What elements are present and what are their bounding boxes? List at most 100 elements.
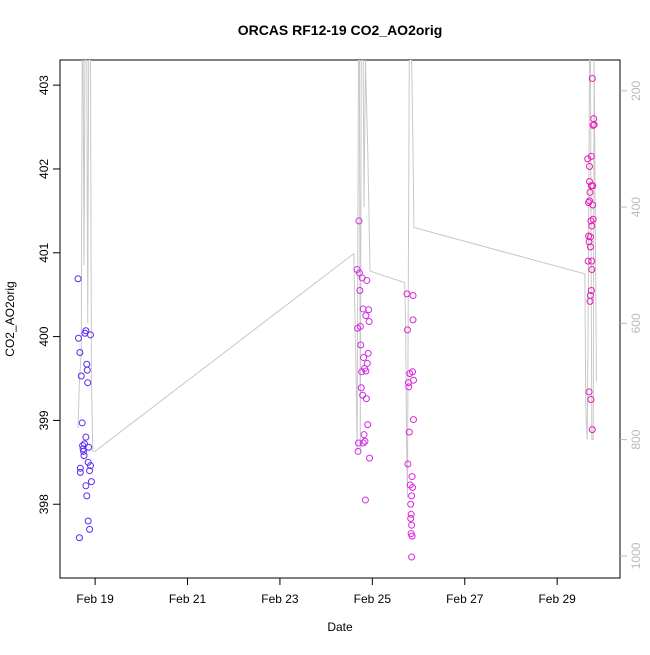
data-point	[356, 287, 364, 295]
chart-title: ORCAS RF12-19 CO2_AO2orig	[238, 22, 443, 38]
data-point	[363, 359, 371, 367]
data-point	[78, 419, 86, 427]
data-point	[86, 331, 94, 339]
y2-tick-label: 400	[629, 197, 643, 217]
data-point	[79, 445, 87, 453]
y-tick-label: 398	[37, 494, 51, 514]
plot-frame	[59, 59, 621, 579]
x-tick-label: Feb 19	[76, 592, 114, 606]
data-point	[405, 428, 413, 436]
pressure-line	[77, 60, 597, 498]
data-point	[366, 454, 374, 462]
data-point	[586, 162, 594, 170]
data-point	[76, 468, 84, 476]
data-point	[364, 421, 372, 429]
data-point	[588, 74, 596, 82]
data-point	[80, 440, 88, 448]
data-point	[77, 372, 85, 380]
data-point	[74, 334, 82, 342]
data-point	[76, 349, 84, 357]
data-point	[80, 452, 88, 460]
data-point	[586, 292, 594, 300]
data-point	[588, 222, 596, 230]
y2-tick-label: 600	[629, 313, 643, 333]
data-point	[409, 416, 417, 424]
data-point	[361, 437, 369, 445]
data-point	[357, 384, 365, 392]
plot-area	[74, 60, 598, 561]
data-point	[365, 306, 373, 314]
y-tick-label: 401	[37, 242, 51, 262]
data-point	[86, 462, 94, 470]
data-point	[587, 287, 595, 295]
data-point	[409, 292, 417, 300]
data-point	[83, 366, 91, 374]
data-point	[585, 238, 593, 246]
y-axis-title: CO2_AO2orig	[3, 281, 17, 356]
data-point	[404, 460, 412, 468]
data-point	[354, 439, 362, 447]
data-point	[588, 257, 596, 265]
data-point	[364, 349, 372, 357]
data-point	[586, 188, 594, 196]
data-point	[83, 492, 91, 500]
data-point	[408, 532, 416, 540]
y-tick-label: 403	[37, 75, 51, 95]
data-point	[407, 510, 415, 518]
data-point	[84, 517, 92, 525]
data-point	[407, 514, 415, 522]
data-point	[586, 233, 594, 241]
data-point	[74, 275, 82, 283]
data-point	[360, 354, 368, 362]
data-point	[408, 492, 416, 500]
data-point	[587, 152, 595, 160]
data-point	[87, 478, 95, 486]
y2-tick-label: 200	[629, 80, 643, 100]
x-tick-label: Feb 23	[261, 592, 299, 606]
data-point	[405, 383, 413, 391]
data-point	[83, 360, 91, 368]
data-point	[86, 525, 94, 533]
data-point	[585, 388, 593, 396]
data-point	[408, 521, 416, 529]
y2-tick-label: 1000	[629, 542, 643, 569]
data-point	[80, 447, 88, 455]
data-point	[589, 182, 597, 190]
x-tick-label: Feb 29	[538, 592, 576, 606]
data-point	[588, 426, 596, 434]
data-point	[363, 276, 371, 284]
data-point	[403, 326, 411, 334]
data-point	[362, 367, 370, 375]
data-point	[362, 395, 370, 403]
data-point	[86, 467, 94, 475]
y-tick-label: 399	[37, 410, 51, 430]
data-point	[365, 318, 373, 326]
data-point	[588, 266, 596, 274]
data-point	[361, 496, 369, 504]
data-point	[590, 121, 598, 129]
data-point	[584, 257, 592, 265]
data-point	[408, 473, 416, 481]
y-tick-label: 402	[37, 159, 51, 179]
data-point	[407, 500, 415, 508]
data-point	[82, 482, 90, 490]
x-tick-label: Feb 21	[169, 592, 207, 606]
data-point	[589, 121, 597, 129]
data-point	[84, 379, 92, 387]
data-point	[76, 464, 84, 472]
data-point	[409, 483, 417, 491]
data-point	[587, 395, 595, 403]
data-point	[355, 217, 363, 225]
data-point	[589, 215, 597, 223]
data-point	[357, 341, 365, 349]
x-tick-label: Feb 25	[354, 592, 392, 606]
data-point	[359, 439, 367, 447]
data-point	[75, 534, 83, 542]
data-point	[356, 323, 364, 331]
data-point	[409, 368, 417, 376]
data-point	[82, 327, 90, 335]
y2-tick-label: 800	[629, 429, 643, 449]
data-point	[360, 431, 368, 439]
data-point	[409, 376, 417, 384]
